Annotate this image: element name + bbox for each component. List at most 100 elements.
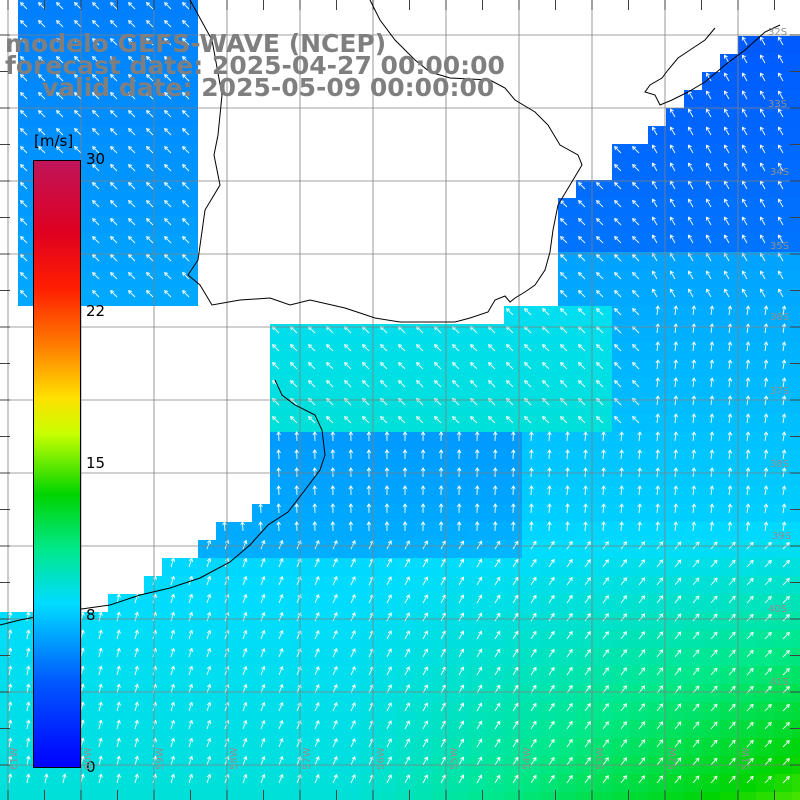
wind-arrow	[98, 701, 103, 712]
wind-cell	[216, 792, 234, 800]
wind-arrow	[620, 721, 627, 730]
wind-arrow	[134, 683, 139, 694]
wind-arrow	[669, 216, 676, 226]
wind-arrow	[452, 416, 460, 424]
wind-arrow	[350, 738, 356, 748]
wind-arrow	[741, 126, 748, 136]
wind-arrow	[781, 431, 787, 442]
wind-arrow	[529, 449, 534, 460]
wind-arrow	[620, 541, 627, 550]
wind-arrow	[350, 558, 356, 568]
wind-arrow	[614, 164, 622, 172]
wind-arrow	[476, 774, 483, 784]
wind-arrow	[723, 126, 730, 136]
wind-arrow	[128, 182, 136, 190]
wind-arrow	[655, 467, 660, 478]
wind-arrow	[705, 108, 712, 118]
wind-arrow	[330, 467, 336, 478]
wind-arrow	[402, 521, 408, 532]
wind-arrow	[723, 54, 730, 64]
wind-arrow	[529, 485, 534, 496]
wind-arrow	[26, 611, 31, 622]
wind-arrow	[524, 308, 532, 316]
wind-arrow	[182, 218, 190, 226]
wind-arrow	[170, 683, 176, 694]
wind-arrow	[632, 236, 640, 244]
wind-arrow	[727, 449, 733, 460]
wind-arrow	[170, 629, 176, 640]
wind-arrow	[674, 757, 682, 766]
wind-arrow	[709, 503, 715, 514]
wind-arrow	[782, 775, 790, 784]
wind-cell	[306, 792, 324, 800]
wind-arrow	[7, 629, 13, 640]
wind-arrow	[638, 631, 646, 640]
wind-arrow	[614, 272, 622, 280]
wind-arrow	[746, 631, 754, 640]
wind-cell	[792, 486, 800, 504]
wind-arrow	[452, 380, 460, 388]
wind-arrow	[488, 362, 496, 370]
wind-arrow	[542, 344, 550, 352]
wind-cell	[0, 792, 18, 800]
wind-arrow	[669, 144, 676, 154]
wind-arrow	[782, 721, 790, 730]
wind-arrow	[314, 737, 320, 748]
wind-arrow	[206, 737, 212, 748]
wind-arrow	[759, 198, 766, 208]
wind-arrow	[272, 344, 280, 352]
wind-arrow	[705, 270, 712, 280]
wind-arrow	[673, 503, 678, 514]
wind-arrow	[276, 449, 281, 460]
wind-arrow	[638, 721, 646, 730]
wind-arrow	[578, 308, 586, 316]
wind-arrow	[763, 359, 769, 370]
wind-arrow	[312, 503, 318, 514]
wind-arrow	[116, 665, 121, 676]
wind-arrow	[384, 503, 390, 514]
wind-arrow	[745, 395, 751, 406]
colorbar	[33, 160, 81, 768]
wind-arrow	[506, 308, 514, 316]
wind-arrow	[422, 612, 428, 622]
wind-arrow	[494, 612, 501, 622]
wind-arrow	[566, 558, 573, 568]
wind-arrow	[314, 593, 320, 604]
wind-arrow	[206, 593, 212, 604]
wind-arrow	[723, 288, 730, 298]
wind-arrow	[781, 341, 787, 352]
wind-arrow	[134, 611, 139, 622]
wind-arrow	[566, 756, 573, 766]
wind-arrow	[746, 757, 754, 766]
wind-arrow	[529, 521, 534, 532]
wind-arrow	[440, 558, 447, 568]
wind-arrow	[440, 648, 447, 658]
colorbar-tick-30: 30	[86, 150, 106, 168]
wind-arrow	[384, 449, 390, 460]
wind-arrow	[26, 773, 31, 784]
wind-arrow	[170, 773, 176, 784]
wind-arrow	[110, 38, 118, 46]
wind-arrow	[20, 38, 28, 46]
wind-cell	[126, 792, 144, 800]
wind-arrow	[434, 416, 442, 424]
wind-arrow	[38, 92, 46, 100]
lat-label: 36S	[770, 312, 790, 323]
wind-arrow	[242, 683, 248, 694]
wind-arrow	[92, 254, 100, 262]
wind-arrow	[512, 612, 519, 622]
coastline-bay-south	[0, 379, 326, 626]
wind-arrow	[242, 539, 248, 550]
wind-arrow	[632, 164, 640, 172]
wind-arrow	[777, 108, 784, 118]
wind-arrow	[92, 20, 100, 28]
wind-arrow	[566, 540, 573, 550]
wind-arrow	[781, 413, 787, 424]
wind-arrow	[763, 305, 769, 316]
wind-arrow	[422, 648, 428, 658]
wind-arrow	[512, 774, 519, 784]
wind-arrow	[332, 648, 338, 658]
wind-arrow	[350, 630, 356, 640]
wind-arrow	[164, 182, 172, 190]
wind-arrow	[350, 540, 356, 550]
